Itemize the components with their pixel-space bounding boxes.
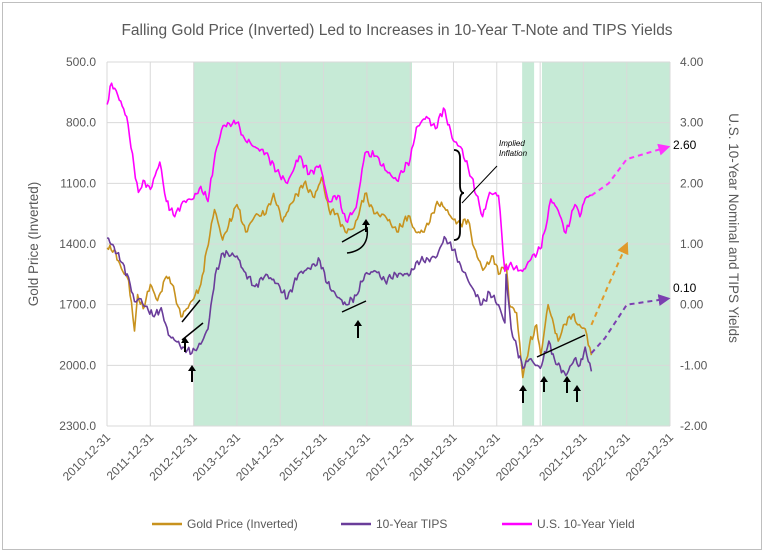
legend-label-0: Gold Price (Inverted) (187, 517, 298, 531)
y-right-tick-label-3: 1.00 (680, 237, 704, 251)
y-right-tick-label-1: 3.00 (680, 116, 704, 130)
series-line-1 (106, 235, 593, 377)
up-arrow-head-7 (573, 385, 581, 391)
y-left-tick-label-2: 1100.0 (60, 176, 96, 190)
y-left-tick-label-1: 800.0 (66, 116, 96, 130)
y-right-tick-label-4: 0.00 (680, 298, 704, 312)
y-axis-left-label: Gold Price (Inverted) (26, 182, 41, 307)
y-left-tick-label-0: 500.0 (66, 55, 96, 69)
up-arrow-head-3 (354, 320, 362, 326)
up-arrow-head-0 (181, 337, 189, 343)
annotation-tips-projection: 0.10 (673, 281, 697, 295)
projection-line-1 (590, 294, 671, 354)
y-left-tick-label-4: 1700.0 (59, 298, 96, 312)
series-line-2 (106, 82, 592, 273)
legend-label-2: U.S. 10-Year Yield (537, 517, 635, 531)
curved-arrow-shaft (346, 226, 369, 254)
up-arrow-head-2 (362, 219, 370, 225)
implied-inflation-brace (453, 149, 465, 241)
up-arrow-head-5 (540, 376, 548, 382)
implied-inflation-pointer (461, 165, 498, 204)
y-right-tick-label-2: 2.00 (680, 176, 704, 190)
legend-label-1: 10-Year TIPS (376, 517, 447, 531)
projection-line-0 (590, 241, 629, 326)
annotation-nominal-projection: 2.60 (673, 138, 697, 152)
trend-line-3 (341, 300, 367, 313)
up-arrow-head-1 (188, 365, 196, 371)
chart-title: Falling Gold Price (Inverted) Led to Inc… (121, 22, 672, 39)
y-left-tick-label-3: 1400.0 (59, 237, 96, 251)
x-tick-label-13: 2023-12-31 (623, 430, 677, 484)
trend-line-4 (536, 334, 586, 358)
up-arrow-head-4 (519, 385, 527, 391)
y-right-tick-label-6: -2.00 (680, 419, 708, 433)
y-axis-right-label: U.S. 10-Year Nominal and TIPS Yields (726, 113, 741, 343)
up-arrow-head-6 (563, 376, 571, 382)
y-left-tick-label-6: 2300.0 (59, 419, 96, 433)
y-right-tick-label-0: 4.00 (680, 55, 704, 69)
projection-line-2 (590, 143, 671, 197)
annotation-implied-inflation-line-1: Inflation (499, 149, 528, 158)
annotation-implied-inflation: Implied Inflation (499, 139, 528, 158)
y-right-tick-label-5: -1.00 (680, 358, 708, 372)
annotation-implied-inflation-line-0: Implied (499, 139, 525, 148)
trend-line-1 (181, 322, 204, 341)
trend-line-0 (181, 299, 201, 323)
trend-line-2 (341, 228, 366, 243)
y-left-tick-label-5: 2000.0 (59, 358, 96, 372)
